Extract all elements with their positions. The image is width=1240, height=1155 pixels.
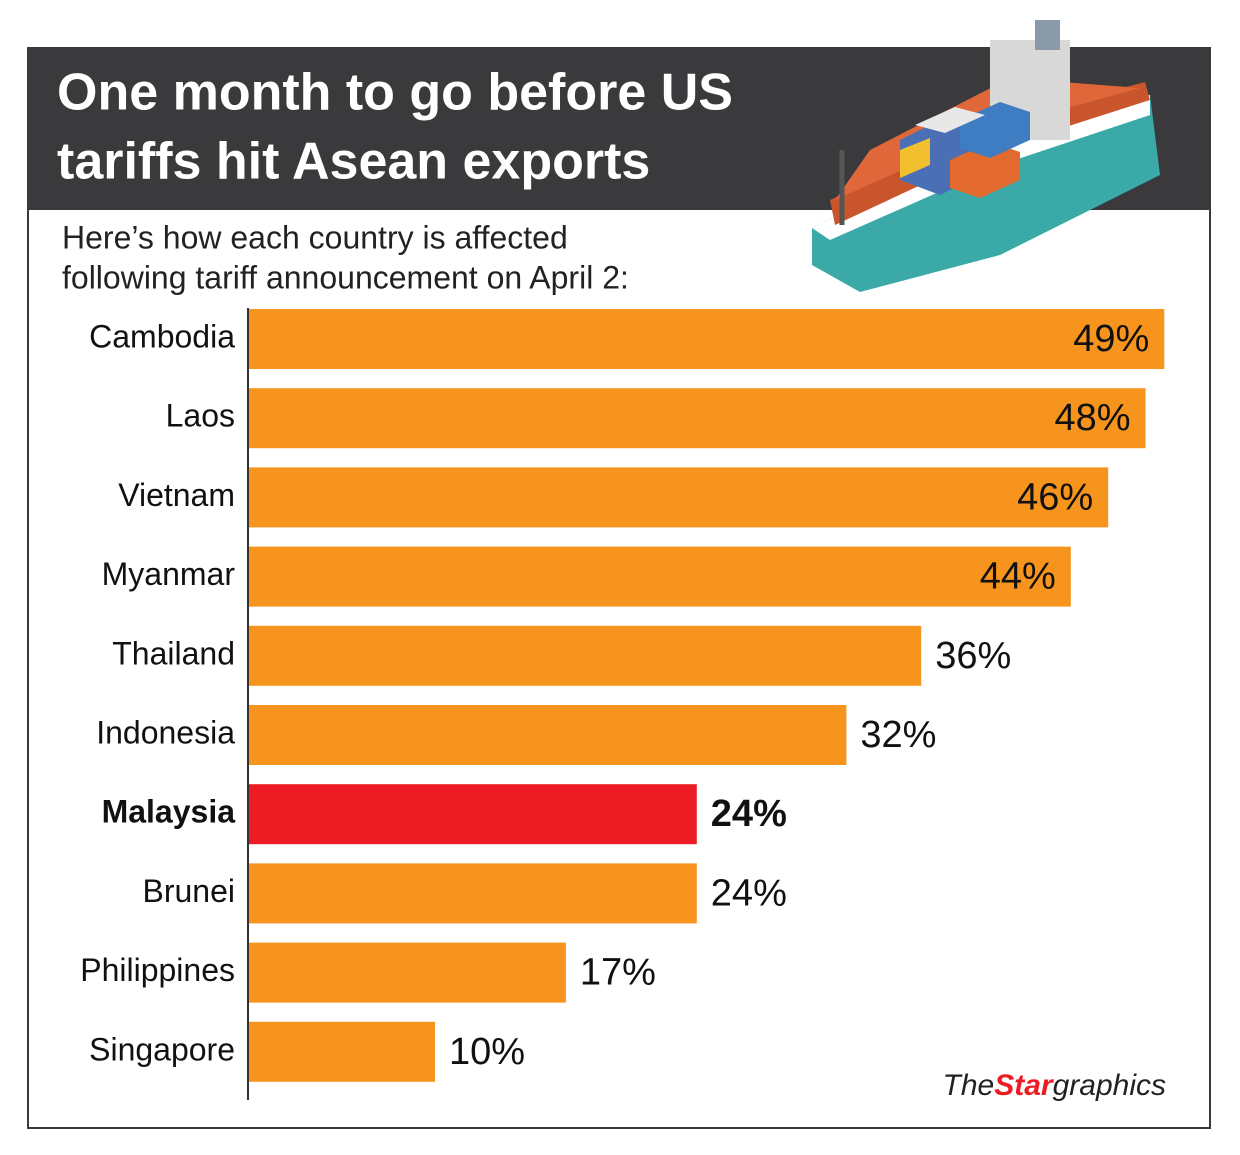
category-label: Malaysia <box>102 794 236 830</box>
category-label: Indonesia <box>96 714 235 750</box>
category-label: Myanmar <box>102 556 236 592</box>
category-label: Brunei <box>143 873 236 909</box>
credit-part: Star <box>994 1069 1055 1102</box>
category-label: Thailand <box>112 635 235 671</box>
value-label: 24% <box>711 793 787 835</box>
credit-part: graphics <box>1053 1069 1166 1102</box>
chart-title: One month to go before US <box>57 64 733 122</box>
bar <box>248 942 566 1003</box>
value-label: 44% <box>980 556 1056 598</box>
bar <box>248 1021 435 1082</box>
value-label: 49% <box>1073 318 1149 360</box>
ship-illustration <box>812 20 1160 292</box>
subtitle: Here’s how each country is affected <box>62 219 568 255</box>
bar <box>248 546 1071 607</box>
category-label: Laos <box>166 398 235 434</box>
bar <box>248 309 1165 369</box>
value-label: 48% <box>1055 397 1131 439</box>
chart-title: tariffs hit Asean exports <box>57 133 650 191</box>
bar <box>248 388 1146 449</box>
value-label: 17% <box>580 952 656 994</box>
bar <box>248 705 847 765</box>
credit-part: The <box>943 1069 995 1102</box>
category-label: Philippines <box>80 952 235 988</box>
credit: TheStargraphics <box>943 1069 1166 1102</box>
subtitle: following tariff announcement on April 2… <box>62 259 629 295</box>
value-label: 46% <box>1017 476 1093 518</box>
category-label: Vietnam <box>118 477 235 513</box>
category-label: Cambodia <box>89 318 235 354</box>
value-label: 36% <box>935 635 1011 677</box>
category-label: Singapore <box>89 1031 235 1067</box>
value-label: 24% <box>711 872 787 914</box>
bar <box>248 863 697 924</box>
value-label: 32% <box>860 714 936 756</box>
bar <box>248 784 697 845</box>
bar <box>248 467 1109 528</box>
bar <box>248 625 922 686</box>
value-label: 10% <box>449 1031 525 1073</box>
